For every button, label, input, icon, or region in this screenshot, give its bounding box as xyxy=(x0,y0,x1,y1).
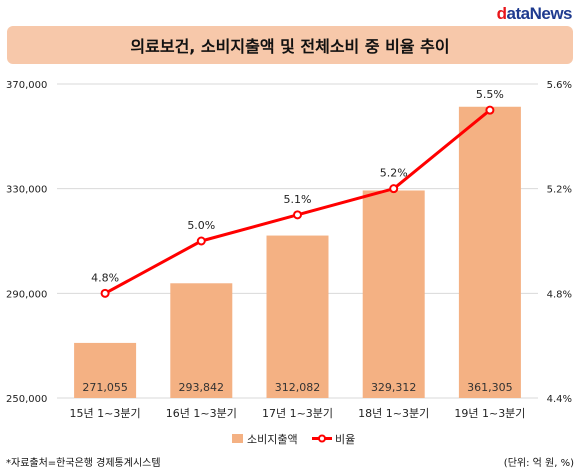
legend-line-label: 비율 xyxy=(335,433,355,446)
y-left-tick-label: 330,000 xyxy=(6,185,47,196)
bar xyxy=(74,342,137,398)
x-tick-label: 19년 1~3분기 xyxy=(454,407,525,420)
legend-line-marker xyxy=(318,434,326,443)
bar-value-label: 293,842 xyxy=(179,381,225,394)
unit-note: (단위: 억 원, %) xyxy=(503,458,574,469)
ratio-point xyxy=(196,236,206,246)
ratio-value-label: 5.5% xyxy=(476,88,504,101)
bar-value-label: 312,082 xyxy=(275,381,321,394)
bar xyxy=(362,190,425,398)
bar-value-label: 329,312 xyxy=(371,381,417,394)
ratio-point xyxy=(389,184,399,194)
y-right-tick-label: 5.2% xyxy=(547,185,572,196)
legend-bar-swatch xyxy=(232,434,243,443)
y-left-tick-label: 250,000 xyxy=(6,394,47,405)
y-left-tick-label: 370,000 xyxy=(6,80,47,91)
y-right-tick-label: 4.8% xyxy=(547,289,572,300)
datanews-logo: dataNews xyxy=(496,4,573,23)
legend-bar-label: 소비지출액 xyxy=(247,433,298,446)
ratio-value-label: 5.0% xyxy=(187,219,215,232)
bar xyxy=(170,283,233,398)
logo-letter-d: d xyxy=(496,4,507,23)
source-note: *자료출처=한국은행 경제통계시스템 xyxy=(6,458,161,469)
x-tick-label: 17년 1~3분기 xyxy=(262,407,333,420)
ratio-value-label: 5.2% xyxy=(380,167,408,180)
logo-wordmark: ataNews xyxy=(506,4,573,23)
title-bar: 의료보건, 소비지출액 및 전체소비 중 비율 추이 xyxy=(7,26,573,64)
y-right-tick-label: 4.4% xyxy=(547,394,572,405)
bar xyxy=(458,106,521,398)
ratio-point xyxy=(100,288,110,298)
ratio-point xyxy=(293,210,302,220)
bar-value-label: 361,305 xyxy=(467,381,513,394)
bar xyxy=(266,235,329,398)
y-right-tick-label: 5.6% xyxy=(547,80,572,91)
ratio-value-label: 5.1% xyxy=(284,193,312,206)
x-tick-label: 18년 1~3분기 xyxy=(358,407,429,420)
chart-title: 의료보건, 소비지출액 및 전체소비 중 비율 추이 xyxy=(130,37,450,56)
x-tick-label: 16년 1~3분기 xyxy=(166,407,237,420)
ratio-value-label: 4.8% xyxy=(91,271,119,284)
y-left-tick-label: 290,000 xyxy=(6,289,47,300)
ratio-point xyxy=(485,105,495,115)
x-tick-label: 15년 1~3분기 xyxy=(70,407,141,420)
bar-value-label: 271,055 xyxy=(82,381,128,394)
